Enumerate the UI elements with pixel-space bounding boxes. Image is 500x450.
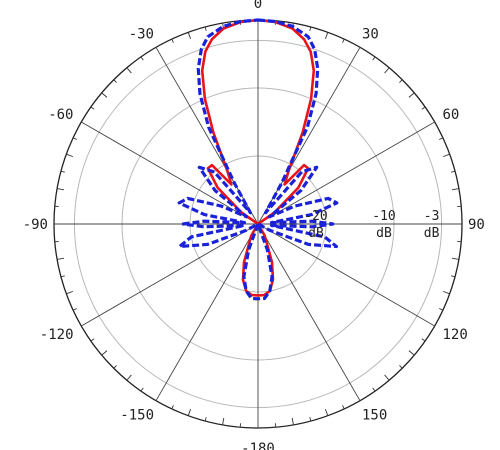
spoke-4 — [257, 223, 435, 327]
ring-label-value: -20 — [304, 209, 327, 224]
minor-tick — [57, 257, 65, 260]
spoke-11 — [155, 47, 259, 225]
ring-labels: -3 dB -10 dB -20 dB — [304, 209, 439, 241]
minor-tick — [399, 365, 403, 369]
ring-label-0: -3 dB — [424, 209, 440, 241]
angle-tick-label: 30 — [362, 27, 379, 43]
minor-tick — [399, 79, 403, 83]
minor-tick — [72, 308, 77, 311]
minor-tick — [384, 67, 390, 74]
minor-tick — [140, 56, 144, 61]
minor-tick — [90, 338, 95, 342]
spoke-5 — [257, 223, 361, 401]
minor-tick — [384, 374, 390, 381]
minor-tick — [451, 188, 459, 191]
minor-tick — [66, 153, 74, 158]
minor-tick — [66, 290, 74, 295]
minor-tick — [408, 92, 415, 98]
minor-tick — [60, 275, 65, 278]
ring-label-unit: dB — [376, 226, 392, 241]
spoke-10 — [81, 121, 259, 225]
minor-tick — [126, 374, 132, 381]
series-lines — [177, 18, 339, 301]
minor-tick — [204, 417, 207, 422]
minor-tick — [72, 137, 77, 140]
series-line-0 — [200, 18, 316, 297]
minor-tick — [451, 257, 459, 260]
minor-tick — [372, 56, 376, 61]
minor-tick — [187, 408, 192, 416]
minor-tick — [309, 26, 312, 31]
minor-tick — [204, 26, 207, 31]
spoke-8 — [81, 223, 259, 327]
minor-tick — [408, 350, 415, 356]
angle-tick-label: 60 — [443, 107, 460, 123]
minor-tick — [291, 417, 294, 425]
minor-tick — [342, 38, 345, 43]
angle-tick-label: -150 — [120, 408, 154, 424]
minor-tick — [451, 170, 456, 173]
angle-tick-label: 90 — [468, 217, 485, 233]
minor-tick — [57, 188, 65, 191]
minor-tick — [421, 338, 426, 342]
minor-tick — [187, 32, 192, 40]
spoke-7 — [155, 223, 259, 401]
minor-tick — [140, 387, 144, 392]
ring-label-value: -10 — [372, 209, 395, 224]
minor-tick — [324, 408, 329, 416]
angle-tick-label: -120 — [40, 327, 74, 343]
minor-tick — [222, 417, 225, 425]
ring-label-unit: dB — [424, 226, 440, 241]
minor-tick — [90, 106, 95, 110]
minor-tick — [421, 106, 426, 110]
angle-tick-label: 150 — [362, 408, 387, 424]
minor-tick — [171, 38, 174, 43]
ring-label-2: -20 dB — [304, 209, 327, 241]
minor-tick — [126, 67, 132, 74]
minor-tick — [439, 137, 444, 140]
angle-tick-label: -30 — [129, 27, 154, 43]
ring-label-value: -3 — [424, 209, 440, 224]
minor-tick — [309, 417, 312, 422]
angle-tick-label: -180 — [241, 441, 275, 450]
angle-tick-label: 120 — [443, 327, 468, 343]
angle-tick-label: -90 — [23, 217, 48, 233]
series-line-1 — [177, 18, 339, 301]
minor-tick — [171, 405, 174, 410]
ring-label-unit: dB — [308, 226, 324, 241]
angle-tick-labels: 0 30 60 90 120 150 -180 -150 -120 -90 -60 -30 — [23, 0, 485, 450]
angle-tick-label: -60 — [48, 107, 73, 123]
minor-tick — [442, 153, 450, 158]
minor-tick — [101, 92, 108, 98]
minor-tick — [101, 350, 108, 356]
minor-tick — [324, 32, 329, 40]
ring-label-1: -10 dB — [372, 209, 395, 241]
spoke-2 — [257, 121, 435, 225]
minor-tick — [60, 170, 65, 173]
minor-tick — [439, 308, 444, 311]
minor-tick — [113, 79, 117, 83]
angle-tick-label: 0 — [254, 0, 262, 12]
minor-tick — [451, 275, 456, 278]
minor-tick — [442, 290, 450, 295]
minor-tick — [113, 365, 117, 369]
minor-tick — [372, 387, 376, 392]
minor-tick — [342, 405, 345, 410]
angle-ticks — [54, 20, 462, 428]
